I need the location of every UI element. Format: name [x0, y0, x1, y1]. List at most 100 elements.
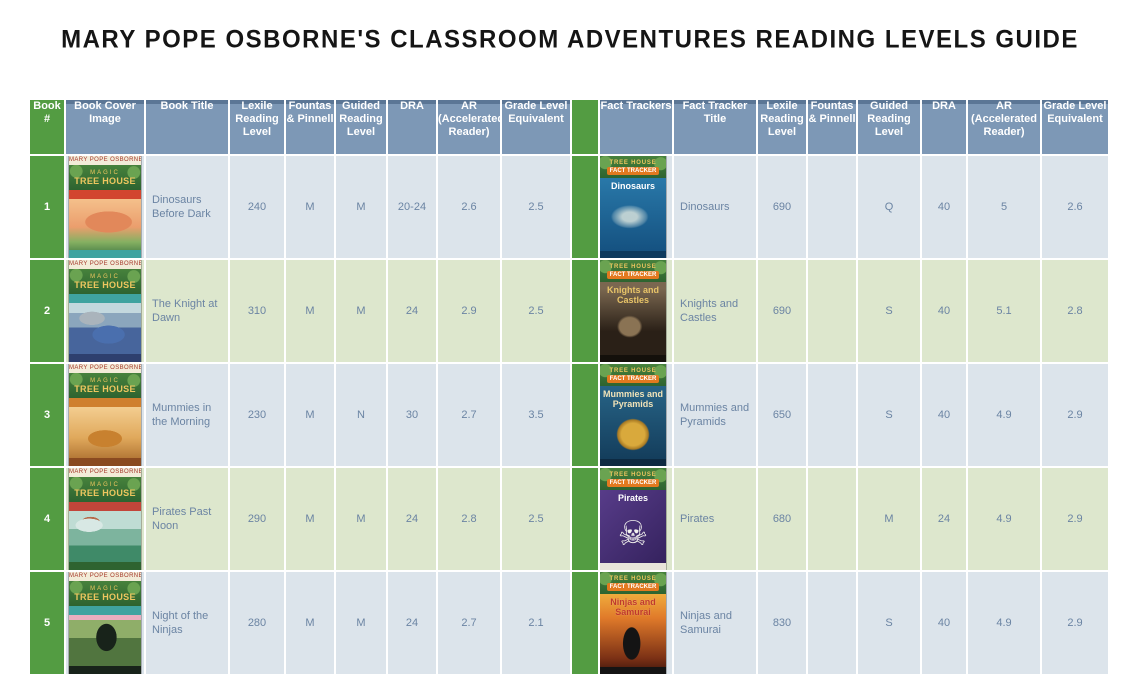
separator-cell: [570, 154, 600, 260]
fact-cover-art: [601, 618, 666, 667]
fact-cover-footer: [601, 251, 666, 257]
dra-value: 24: [386, 258, 438, 364]
col-header-lexile-right: Lexile Reading Level: [756, 98, 808, 156]
book-cover-pirates-past-noon: MARY POPE OSBORNE MAGIC TREE HOUSE: [69, 469, 141, 569]
book-title: The Knight at Dawn: [144, 258, 230, 364]
dra-value: 24: [386, 570, 438, 676]
table-row: 5 MARY POPE OSBORNE MAGIC TREE HOUSE Nig…: [28, 570, 1110, 676]
table-row: 4 MARY POPE OSBORNE MAGIC TREE HOUSE Pir…: [28, 466, 1110, 572]
magic-tree-house-logo: MAGIC TREE HOUSE: [69, 373, 141, 398]
grade-level-value: 2.5: [500, 258, 572, 364]
book-cover-mummies-in-the-morning: MARY POPE OSBORNE MAGIC TREE HOUSE: [69, 365, 141, 465]
guided-reading-value: N: [334, 362, 388, 468]
lexile-value: 230: [228, 362, 286, 468]
guided-reading-value: M: [334, 570, 388, 676]
fact-cover-title: Dinosaurs: [610, 181, 655, 191]
fact-tracker-title: Mummies and Pyramids: [672, 362, 758, 468]
grade-level-value: 2.1: [500, 570, 572, 676]
dra-value: 40: [920, 362, 968, 468]
fountas-pinnell-value: M: [284, 154, 336, 260]
cover-footer-strip: [69, 250, 141, 257]
col-header-guided-reading-right: Guided Reading Level: [856, 98, 922, 156]
book-number: 1: [28, 154, 66, 260]
ar-value: 5: [966, 154, 1042, 260]
fountas-pinnell-value: [806, 154, 858, 260]
fact-tracker-logo: TREE HOUSE FACT TRACKER: [601, 365, 666, 386]
lexile-value: 240: [228, 154, 286, 260]
table-row: 1 MARY POPE OSBORNE MAGIC TREE HOUSE Din…: [28, 154, 1110, 260]
book-title: Pirates Past Noon: [144, 466, 230, 572]
col-header-fountas-pinnell-left: Fountas & Pinnell: [284, 98, 336, 156]
fountas-pinnell-value: [806, 466, 858, 572]
ar-value: 4.9: [966, 466, 1042, 572]
guided-reading-value: M: [334, 154, 388, 260]
fact-tracker-title: Knights and Castles: [672, 258, 758, 364]
col-header-lexile-left: Lexile Reading Level: [228, 98, 286, 156]
dra-value: 40: [920, 154, 968, 260]
table-row: 3 MARY POPE OSBORNE MAGIC TREE HOUSE Mum…: [28, 362, 1110, 468]
page-title: MARY POPE OSBORNE'S CLASSROOM ADVENTURES…: [61, 25, 1079, 54]
col-header-book-cover-image: Book Cover Image: [64, 98, 146, 156]
book-cover-the-knight-at-dawn: MARY POPE OSBORNE MAGIC TREE HOUSE: [69, 261, 141, 361]
guided-reading-value: M: [334, 258, 388, 364]
book-number: 5: [28, 570, 66, 676]
grade-level-value: 2.9: [1040, 362, 1110, 468]
dra-value: 20-24: [386, 154, 438, 260]
book-cover-dinosaurs-before-dark: MARY POPE OSBORNE MAGIC TREE HOUSE: [69, 157, 141, 257]
guided-reading-value: Q: [856, 154, 922, 260]
col-header-guided-reading-left: Guided Reading Level: [334, 98, 388, 156]
fact-tracker-logo: TREE HOUSE FACT TRACKER: [601, 469, 666, 490]
grade-level-value: 3.5: [500, 362, 572, 468]
fact-cover-art: [601, 306, 666, 355]
cover-art: [69, 199, 141, 250]
reading-levels-table: Book # Book Cover Image Book Title Lexil…: [28, 98, 1110, 676]
separator-cell: [570, 362, 600, 468]
guided-reading-value: S: [856, 258, 922, 364]
cover-art: [69, 303, 141, 354]
lexile-value: 690: [756, 258, 808, 364]
guided-reading-value: M: [334, 466, 388, 572]
guided-reading-value: M: [856, 466, 922, 572]
book-title: Dinosaurs Before Dark: [144, 154, 230, 260]
col-header-dra-left: DRA: [386, 98, 438, 156]
lexile-value: 290: [228, 466, 286, 572]
fact-tracker-logo: TREE HOUSE FACT TRACKER: [601, 573, 666, 594]
grade-level-value: 2.5: [500, 154, 572, 260]
separator-cell: [570, 466, 600, 572]
fact-cover-art: [601, 192, 666, 251]
dra-value: 24: [920, 466, 968, 572]
col-header-fact-tracker-title: Fact Tracker Title: [672, 98, 758, 156]
magic-tree-house-logo: MAGIC TREE HOUSE: [69, 165, 141, 190]
col-header-ar-right: AR (Accelerated Reader): [966, 98, 1042, 156]
col-header-grade-level-left: Grade Level Equivalent: [500, 98, 572, 156]
header-row: Book # Book Cover Image Book Title Lexil…: [28, 98, 1110, 156]
book-title: Night of the Ninjas: [144, 570, 230, 676]
cover-art: [69, 615, 141, 666]
fact-tracker-title: Pirates: [672, 466, 758, 572]
dra-value: 40: [920, 570, 968, 676]
dra-value: 40: [920, 258, 968, 364]
cover-title-banner: [69, 190, 141, 199]
grade-level-value: 2.6: [1040, 154, 1110, 260]
col-header-fact-trackers: Fact Trackers: [598, 98, 674, 156]
lexile-value: 310: [228, 258, 286, 364]
fact-tracker-cover-knights-and-castles: TREE HOUSE FACT TRACKER Knights and Cast…: [601, 261, 666, 361]
separator-cell: [570, 258, 600, 364]
ar-value: 2.7: [436, 362, 502, 468]
dra-value: 24: [386, 466, 438, 572]
book-number: 4: [28, 466, 66, 572]
col-header-ar-left: AR (Accelerated Reader): [436, 98, 502, 156]
lexile-value: 280: [228, 570, 286, 676]
fact-tracker-cover-dinosaurs: TREE HOUSE FACT TRACKER Dinosaurs: [601, 157, 666, 257]
col-header-dra-right: DRA: [920, 98, 968, 156]
magic-tree-house-logo: MAGIC TREE HOUSE: [69, 269, 141, 294]
fact-cover-title: Knights and Castles: [607, 285, 659, 305]
ar-value: 4.9: [966, 570, 1042, 676]
ar-value: 5.1: [966, 258, 1042, 364]
fact-cover-art: [601, 410, 666, 459]
fountas-pinnell-value: M: [284, 466, 336, 572]
lexile-value: 650: [756, 362, 808, 468]
book-number: 2: [28, 258, 66, 364]
fact-tracker-logo: TREE HOUSE FACT TRACKER: [601, 261, 666, 282]
ar-value: 2.7: [436, 570, 502, 676]
